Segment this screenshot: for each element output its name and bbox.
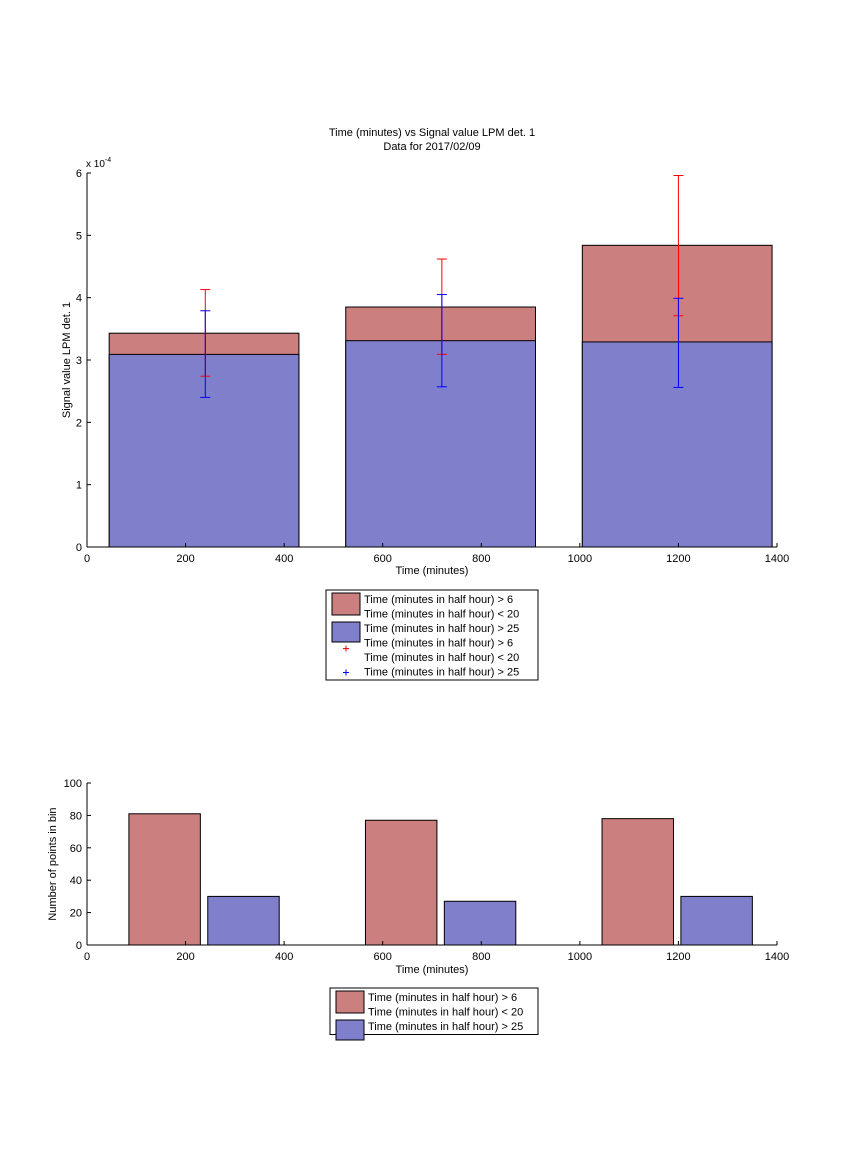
bar-blue xyxy=(207,895,280,946)
x-tick-label: 400 xyxy=(275,951,293,963)
chart-title: Time (minutes) vs Signal value LPM det. … xyxy=(329,127,535,139)
bar-red xyxy=(601,818,674,946)
legend-swatch xyxy=(331,592,361,616)
x-tick-label: 200 xyxy=(176,553,194,565)
x-tick-label: 1000 xyxy=(568,951,592,963)
x-axis-label: Time (minutes) xyxy=(396,565,469,577)
y-tick-label: 40 xyxy=(70,875,82,887)
bar-red xyxy=(364,819,438,946)
bar-blue xyxy=(108,353,300,548)
y-tick-label: 100 xyxy=(64,778,82,790)
legend-label: Time (minutes in half hour) < 20 xyxy=(364,609,519,621)
bar-blue xyxy=(443,900,517,946)
legend: Time (minutes in half hour) > 6 Time (min… xyxy=(329,987,539,1041)
x-tick-label: 600 xyxy=(374,553,392,565)
x-tick-label: 200 xyxy=(176,951,194,963)
plot-area: 0 200 400 600 800 1000 1200 1400 0 1 2 3 4 5 6 xyxy=(76,168,789,565)
legend-box xyxy=(329,987,539,1035)
y-tick-label: 1 xyxy=(76,480,82,492)
x-tick-label: 0 xyxy=(84,553,90,565)
bar-blue xyxy=(345,340,536,548)
x-tick-label: 400 xyxy=(275,553,293,565)
y-tick-label: 20 xyxy=(70,908,82,920)
y-tick-label: 6 xyxy=(76,168,82,180)
legend-label: Time (minutes in half hour) > 6 xyxy=(368,992,517,1004)
legend-swatch xyxy=(331,621,361,643)
chart-subtitle: Data for 2017/02/09 xyxy=(383,141,480,153)
legend: Time (minutes in half hour) > 6 Time (min… xyxy=(325,589,539,681)
y-tick-label: 5 xyxy=(76,230,82,242)
x-tick-label: 600 xyxy=(374,951,392,963)
x-tick-label: 1200 xyxy=(666,553,690,565)
plot-area: 0 200 400 600 800 1000 1200 1400 0 20 40 60 80 100 xyxy=(64,778,790,963)
y-axis-label: Number of points in bin xyxy=(47,807,59,920)
legend-label: Time (minutes in half hour) > 6 xyxy=(364,594,513,606)
counts-chart: 0 200 400 600 800 1000 1200 1400 0 20 40 60 80 100 Ti… xyxy=(47,778,790,1041)
x-tick-label: 0 xyxy=(84,951,90,963)
x-tick-label: 800 xyxy=(472,553,490,565)
y-tick-label: 80 xyxy=(70,810,82,822)
bar-red xyxy=(128,813,201,946)
legend-label: Time (minutes in half hour) > 25 xyxy=(364,667,519,679)
y-tick-label: 60 xyxy=(70,843,82,855)
y-exponent-label: x 10-4 xyxy=(86,157,111,170)
y-tick-label: 3 xyxy=(76,355,82,367)
x-tick-label: 800 xyxy=(472,951,490,963)
y-tick-label: 0 xyxy=(76,940,82,952)
legend-swatch xyxy=(335,990,365,1014)
x-tick-label: 1400 xyxy=(765,553,789,565)
y-tick-label: 0 xyxy=(76,542,82,554)
x-tick-label: 1400 xyxy=(765,951,789,963)
legend-label: Time (minutes in half hour) < 20 xyxy=(364,652,519,664)
legend-label: Time (minutes in half hour) < 20 xyxy=(368,1007,523,1019)
bar-blue xyxy=(680,895,753,946)
legend-swatch xyxy=(335,1019,365,1041)
bar-blue xyxy=(581,341,773,548)
y-tick-label: 4 xyxy=(76,293,82,305)
y-tick-label: 2 xyxy=(76,417,82,429)
legend-box xyxy=(325,589,539,681)
signal-chart: Time (minutes) vs Signal value LPM det. … xyxy=(61,127,789,681)
x-tick-label: 1200 xyxy=(666,951,690,963)
y-axis-label: Signal value LPM det. 1 xyxy=(61,302,73,418)
x-tick-label: 1000 xyxy=(568,553,592,565)
legend-label: Time (minutes in half hour) > 25 xyxy=(364,623,519,635)
legend-label: Time (minutes in half hour) > 6 xyxy=(364,638,513,650)
legend-label: Time (minutes in half hour) > 25 xyxy=(368,1021,523,1033)
x-axis-label: Time (minutes) xyxy=(396,964,469,976)
